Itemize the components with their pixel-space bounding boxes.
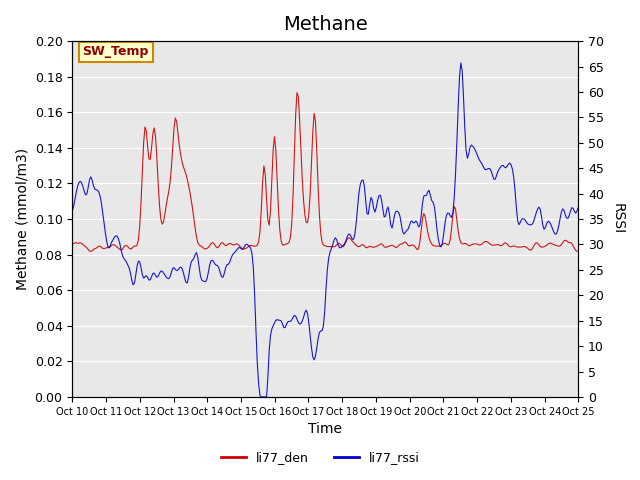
Text: SW_Temp: SW_Temp [83,45,148,59]
Legend: li77_den, li77_rssi: li77_den, li77_rssi [216,446,424,469]
Y-axis label: RSSI: RSSI [611,204,625,235]
Title: Methane: Methane [283,15,368,34]
X-axis label: Time: Time [308,422,342,436]
Y-axis label: Methane (mmol/m3): Methane (mmol/m3) [15,148,29,290]
